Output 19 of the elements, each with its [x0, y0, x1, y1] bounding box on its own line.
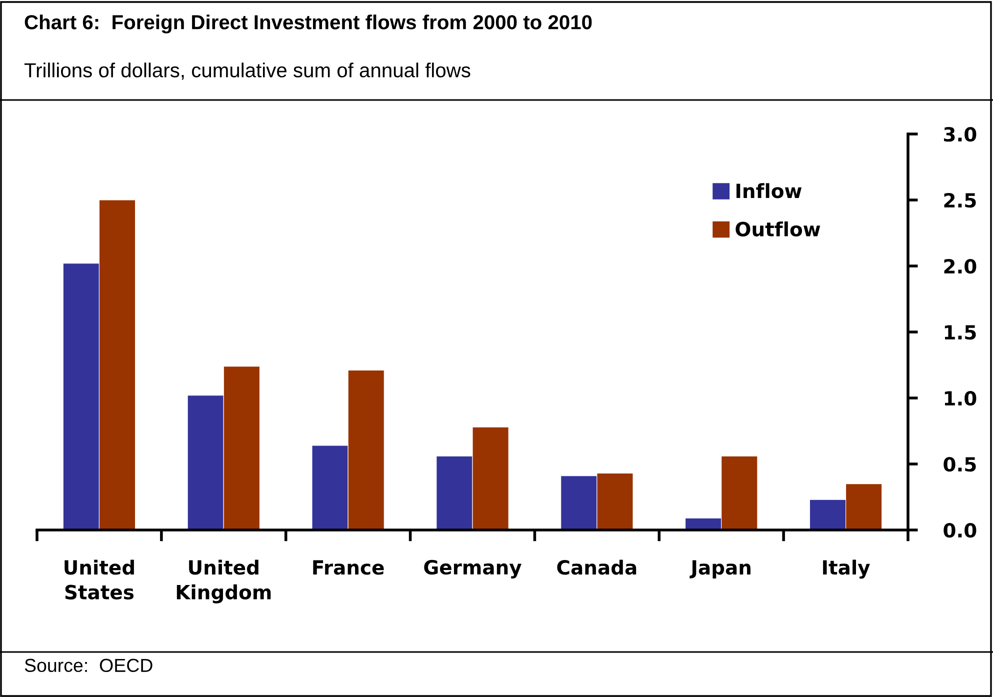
chart-subtitle: Trillions of dollars, cumulative sum of annual flows	[24, 62, 470, 80]
chart-title: Chart 6: Foreign Direct Investment flows from 2000 to 2010	[24, 14, 592, 34]
x-tick-label: Canada	[557, 560, 636, 575]
x-tick-label: Italy	[823, 560, 870, 579]
legend-label: Inflow	[736, 183, 802, 198]
x-tick-label: United States	[64, 560, 134, 600]
x-tick-label: France	[313, 560, 384, 575]
y-tick-label: 2.0	[944, 258, 976, 274]
x-tick-label: Germany	[424, 560, 522, 579]
y-tick-label: 1.5	[944, 325, 976, 340]
x-tick-label: Japan	[690, 560, 750, 579]
legend-label: Outflow	[736, 221, 820, 236]
y-tick-label: 1.0	[944, 390, 976, 406]
y-tick-label: 0.5	[944, 456, 976, 472]
y-tick-label: 2.5	[944, 192, 976, 208]
x-tick-label: United Kingdom	[176, 560, 271, 604]
y-tick-label: 0.0	[944, 522, 976, 538]
y-tick-label: 3.0	[944, 126, 976, 142]
source-note: Source: OECD	[24, 658, 152, 672]
